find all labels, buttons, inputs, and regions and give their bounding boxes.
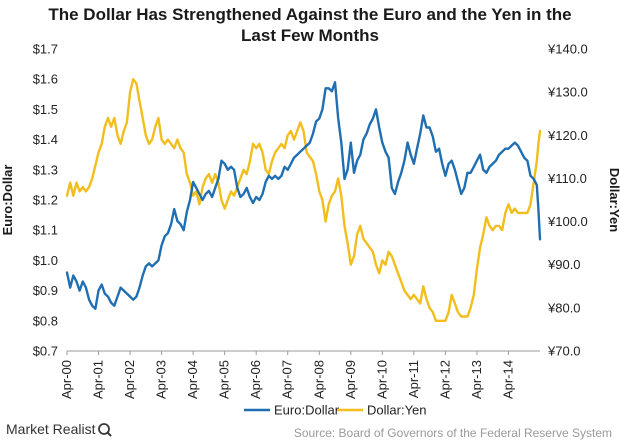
x-tick-label: Apr-07: [280, 360, 295, 399]
y-left-tick-label: $0.9: [33, 283, 58, 298]
x-tick-label: Apr-09: [343, 360, 358, 399]
y-right-tick-label: ¥120.0: [547, 128, 588, 143]
y-left-tick-label: $1.6: [33, 72, 58, 87]
legend: Euro:Dollar Dollar:Yen: [244, 403, 427, 418]
y-axis-right-ticks: ¥70.0 ¥80.0 ¥90.0 ¥100.0 ¥110.0 ¥120.0 ¥130.0 ¥…: [547, 42, 588, 359]
legend-label: Dollar:Yen: [367, 403, 427, 418]
x-tick-label: Apr-06: [248, 360, 263, 399]
x-tick-label: Apr-00: [59, 360, 74, 399]
y-axis-left-title: Euro:Dollar: [0, 165, 15, 236]
chart-title-line-1: The Dollar Has Strengthened Against the …: [48, 5, 571, 24]
y-left-tick-label: $1.3: [33, 162, 58, 177]
y-axis-right-title: Dollar:Yen: [607, 168, 620, 232]
y-left-tick-label: $1.5: [33, 102, 58, 117]
y-right-tick-label: ¥70.0: [547, 344, 581, 359]
x-tick-label: Apr-12: [437, 360, 452, 399]
legend-label: Euro:Dollar: [274, 403, 340, 418]
y-axis-left-label: Euro:Dollar: [0, 165, 15, 236]
brand-magnifier-icon: [98, 423, 112, 437]
y-right-tick-label: ¥90.0: [547, 257, 581, 272]
x-tick-label: Apr-01: [91, 360, 106, 399]
x-tick-label: Apr-05: [217, 360, 232, 399]
x-tick-label: Apr-08: [311, 360, 326, 399]
x-tick-label: Apr-11: [406, 360, 421, 398]
y-left-tick-label: $1.0: [33, 253, 58, 268]
x-tick-label: Apr-14: [500, 360, 515, 399]
y-right-tick-label: ¥80.0: [547, 300, 581, 315]
x-tick-label: Apr-13: [469, 360, 484, 399]
y-right-tick-label: ¥140.0: [547, 42, 588, 57]
x-axis: Apr-00 Apr-01 Apr-02 Apr-03 Apr-04 Apr-05 Apr-…: [59, 350, 540, 399]
series-line-euro-dollar: [65, 81, 542, 310]
y-left-tick-label: $1.4: [33, 132, 58, 147]
y-right-tick-label: ¥100.0: [547, 214, 588, 229]
x-tick-label: Apr-10: [374, 360, 389, 399]
source-note: Source: Board of Governors of the Federa…: [294, 426, 612, 440]
x-tick-label: Apr-04: [185, 360, 200, 399]
y-right-tick-label: ¥110.0: [547, 171, 587, 186]
y-left-tick-label: $1.7: [33, 42, 58, 57]
series-line-dollar-yen: [65, 78, 542, 322]
chart-title: The Dollar Has Strengthened Against the …: [48, 5, 571, 45]
y-left-tick-label: $1.2: [33, 193, 58, 208]
y-right-tick-label: ¥130.0: [547, 85, 588, 100]
brand-logo-text: Market Realist: [6, 421, 96, 437]
y-left-tick-label: $0.8: [33, 313, 58, 328]
y-axis-right-label: Dollar:Yen: [607, 168, 620, 232]
plot-area: [65, 78, 542, 322]
y-left-tick-label: $0.7: [33, 344, 58, 359]
y-left-tick-label: $1.1: [33, 223, 58, 238]
chart-title-line-2: Last Few Months: [241, 26, 379, 45]
x-tick-label: Apr-03: [154, 360, 169, 399]
y-axis-left-ticks: $0.7 $0.8 $0.9 $1.0 $1.1 $1.2 $1.3 $1.4 $1.5 $1.6…: [33, 42, 58, 359]
footer: Market Realist Source: Board of Governor…: [6, 421, 612, 440]
x-tick-label: Apr-02: [122, 360, 137, 399]
